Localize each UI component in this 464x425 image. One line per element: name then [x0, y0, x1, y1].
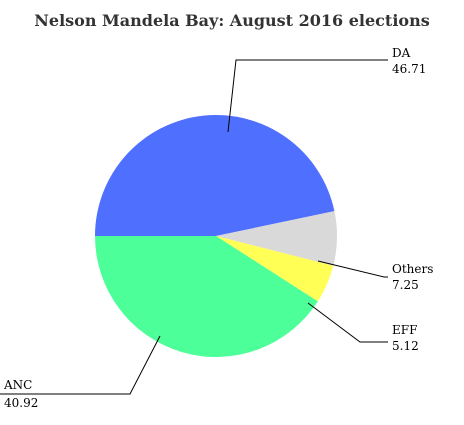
slice-label-others: Others: [392, 262, 433, 276]
slice-label-anc: ANC: [3, 378, 32, 392]
pie-slice-others[interactable]: [216, 211, 337, 266]
pie-labels: DA 46.71 Others 7.25 EFF 5.12 ANC 40.92: [0, 46, 433, 410]
slice-value-eff: 5.12: [392, 339, 419, 353]
slice-value-anc: 40.92: [4, 396, 38, 410]
leader-line-da: [227, 59, 388, 133]
slice-value-da: 46.71: [392, 62, 426, 76]
pie-slice-da[interactable]: [95, 115, 335, 236]
slice-label-eff: EFF: [392, 323, 417, 337]
leader-line-others: [317, 260, 388, 278]
slice-value-others: 7.25: [392, 278, 419, 292]
pie-slice-eff[interactable]: [216, 236, 334, 302]
slice-label-da: DA: [392, 46, 411, 60]
leader-line-eff: [307, 302, 388, 343]
pie-slices: [95, 115, 337, 358]
pie-slice-anc[interactable]: [95, 236, 318, 358]
leader-line-anc: [0, 335, 161, 395]
chart-title: Nelson Mandela Bay: August 2016 election…: [34, 11, 429, 30]
